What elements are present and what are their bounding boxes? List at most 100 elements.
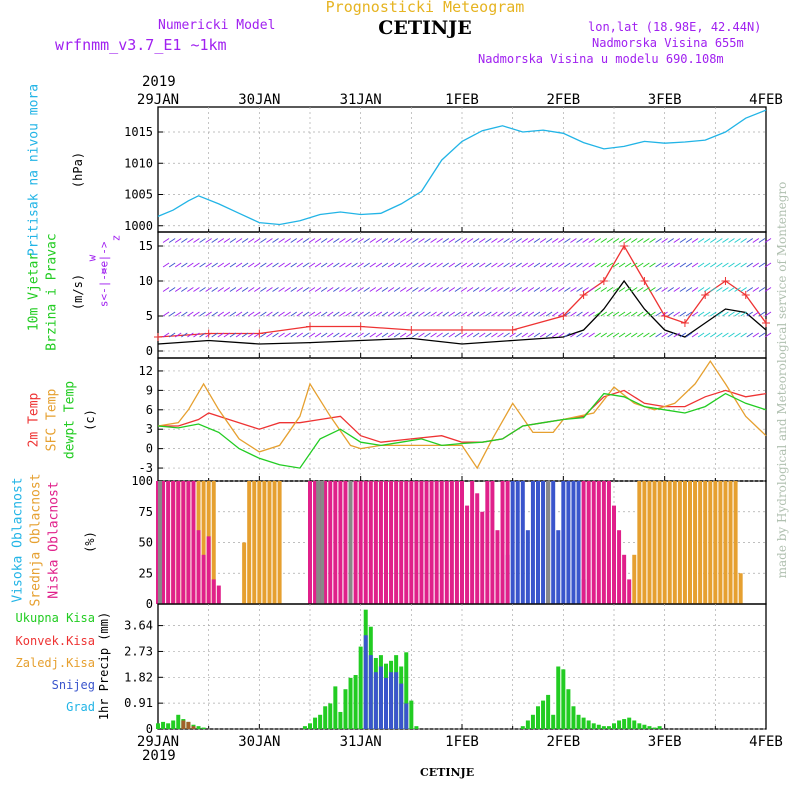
bar bbox=[176, 714, 181, 729]
wind-barb bbox=[168, 238, 176, 243]
bar bbox=[373, 481, 378, 604]
bar bbox=[566, 689, 571, 729]
wind-barb bbox=[399, 238, 407, 243]
wind-barb bbox=[679, 332, 687, 338]
wind-barb bbox=[551, 311, 559, 317]
wind-barb bbox=[466, 238, 474, 243]
y-tick-label: 12 bbox=[139, 364, 153, 378]
wind-barb bbox=[363, 238, 370, 243]
bar bbox=[181, 720, 186, 729]
wind-barb bbox=[247, 311, 255, 317]
wind-barb bbox=[588, 332, 595, 338]
series-line bbox=[157, 392, 767, 469]
bar bbox=[708, 481, 713, 604]
bar bbox=[525, 720, 530, 729]
wind-barb bbox=[369, 332, 377, 338]
wind-barb bbox=[278, 332, 285, 338]
wind-barb bbox=[472, 311, 480, 317]
wind-barb bbox=[497, 332, 504, 338]
wind-barb bbox=[746, 238, 753, 243]
bar bbox=[272, 481, 277, 604]
wind-barb bbox=[691, 311, 699, 317]
wind-barb bbox=[618, 262, 626, 268]
wind-barb bbox=[314, 262, 322, 268]
wind-barb bbox=[466, 262, 474, 268]
wind-barb bbox=[241, 287, 249, 292]
wind-barb bbox=[558, 332, 565, 338]
wind-barb bbox=[503, 238, 510, 243]
y-tick-label: 5 bbox=[146, 309, 153, 323]
y-tick-label: 10 bbox=[139, 274, 153, 288]
wind-barb bbox=[551, 332, 559, 338]
wind-barb bbox=[600, 332, 608, 338]
station-title: CETINJE bbox=[378, 17, 472, 39]
wind-barb bbox=[345, 332, 352, 338]
wind-barb bbox=[211, 332, 218, 338]
wind-barb bbox=[333, 238, 340, 243]
wind-barb bbox=[533, 332, 541, 338]
gust-marker bbox=[599, 277, 608, 285]
wind-barb bbox=[503, 287, 510, 292]
wind-barb bbox=[618, 287, 626, 292]
wind-barb bbox=[667, 332, 674, 338]
precip-legend-hail: Grad bbox=[66, 700, 95, 714]
wind-barb bbox=[174, 287, 182, 292]
gust-marker bbox=[458, 326, 466, 334]
bar bbox=[313, 717, 318, 729]
wind-barb bbox=[576, 287, 583, 292]
wind-barb bbox=[284, 332, 291, 338]
wind-barb bbox=[582, 238, 589, 243]
bar bbox=[257, 481, 262, 604]
wind-barb bbox=[266, 262, 273, 268]
wind-barb bbox=[181, 238, 188, 243]
bar bbox=[530, 714, 535, 729]
wind-barb bbox=[472, 332, 480, 338]
bar bbox=[196, 726, 201, 729]
gust-marker bbox=[640, 277, 649, 285]
wind-barb bbox=[339, 287, 346, 292]
wind-barb bbox=[460, 311, 468, 317]
wind-barb bbox=[454, 311, 462, 317]
bar bbox=[389, 672, 394, 729]
bar bbox=[414, 481, 419, 604]
bar bbox=[546, 481, 551, 604]
wind-barb bbox=[734, 262, 741, 268]
bar bbox=[419, 481, 424, 604]
precip-legend-convective: Konvek.Kisa bbox=[15, 634, 95, 648]
wind-barb bbox=[181, 311, 188, 317]
y-tick-label: 75 bbox=[139, 505, 153, 519]
wind-barb bbox=[217, 311, 225, 317]
bar bbox=[556, 666, 561, 729]
y-tick-label: 25 bbox=[139, 566, 153, 580]
wind-barb bbox=[187, 238, 194, 243]
bar bbox=[156, 481, 160, 604]
wind-barb bbox=[174, 238, 182, 243]
wind-barb bbox=[448, 238, 456, 243]
wind-barb bbox=[485, 262, 492, 268]
wind-barb bbox=[387, 262, 395, 268]
wind-barb bbox=[545, 311, 553, 317]
wind-barb bbox=[223, 262, 231, 268]
y-tick-label: 1010 bbox=[124, 156, 153, 170]
wind-barb bbox=[758, 311, 766, 317]
wind-barb bbox=[612, 238, 620, 243]
wind-barb bbox=[174, 262, 182, 268]
wind-barb bbox=[320, 332, 328, 338]
bar bbox=[318, 481, 323, 604]
gust-marker bbox=[762, 319, 770, 327]
model-altitude-label: Nadmorska Visina u modelu 690.108m bbox=[478, 52, 724, 66]
wind-barb bbox=[673, 262, 681, 268]
wind-barb bbox=[539, 332, 547, 338]
bar bbox=[596, 481, 601, 604]
wind-barb bbox=[564, 311, 571, 317]
bar bbox=[693, 481, 698, 604]
wind-barb bbox=[703, 332, 711, 338]
wind-barb bbox=[326, 332, 334, 338]
wind-barb bbox=[406, 262, 413, 268]
wind-barb bbox=[746, 311, 753, 317]
wind-barb bbox=[697, 287, 705, 292]
wind-barb bbox=[284, 287, 291, 292]
wind-barb bbox=[424, 287, 431, 292]
wind-barb bbox=[746, 287, 753, 292]
wind-barb bbox=[278, 287, 285, 292]
